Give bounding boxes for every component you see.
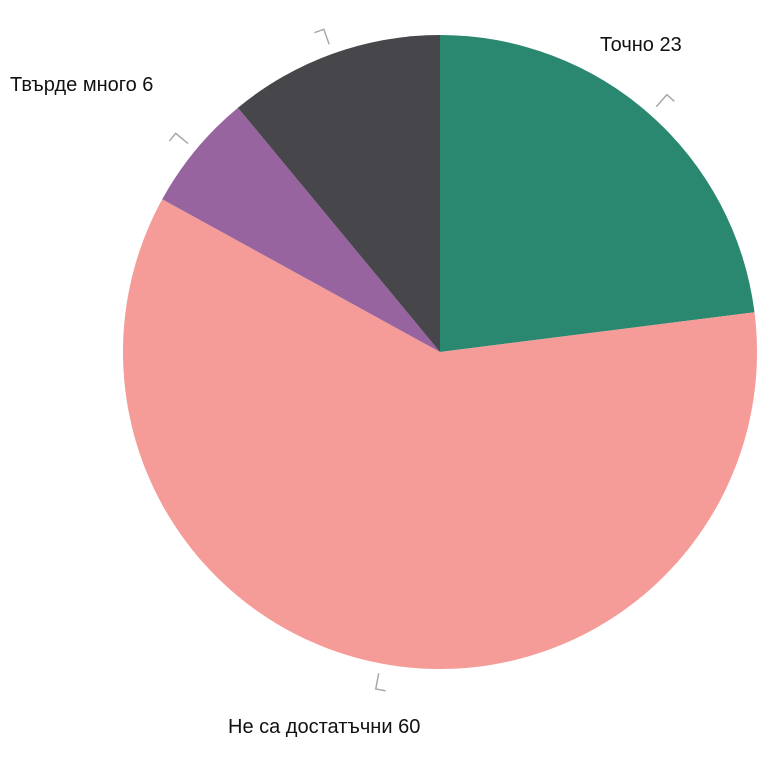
slice-label-tvarde-mnogo: Твърде много 6 bbox=[10, 74, 154, 96]
pie-slice-1 bbox=[123, 199, 757, 669]
slice-label-ne-sa-dostatachni: Не са достатъчни 60 bbox=[228, 716, 421, 738]
slice-label-tochno: Точно 23 bbox=[600, 34, 682, 56]
pie-slice-2 bbox=[162, 107, 440, 352]
leader-line-3 bbox=[314, 28, 330, 45]
pie-slice-0 bbox=[440, 35, 755, 352]
leader-line-2 bbox=[168, 132, 189, 145]
pie-slice-3 bbox=[237, 35, 440, 352]
leader-line-1 bbox=[374, 673, 386, 692]
leader-line-0 bbox=[655, 93, 675, 108]
